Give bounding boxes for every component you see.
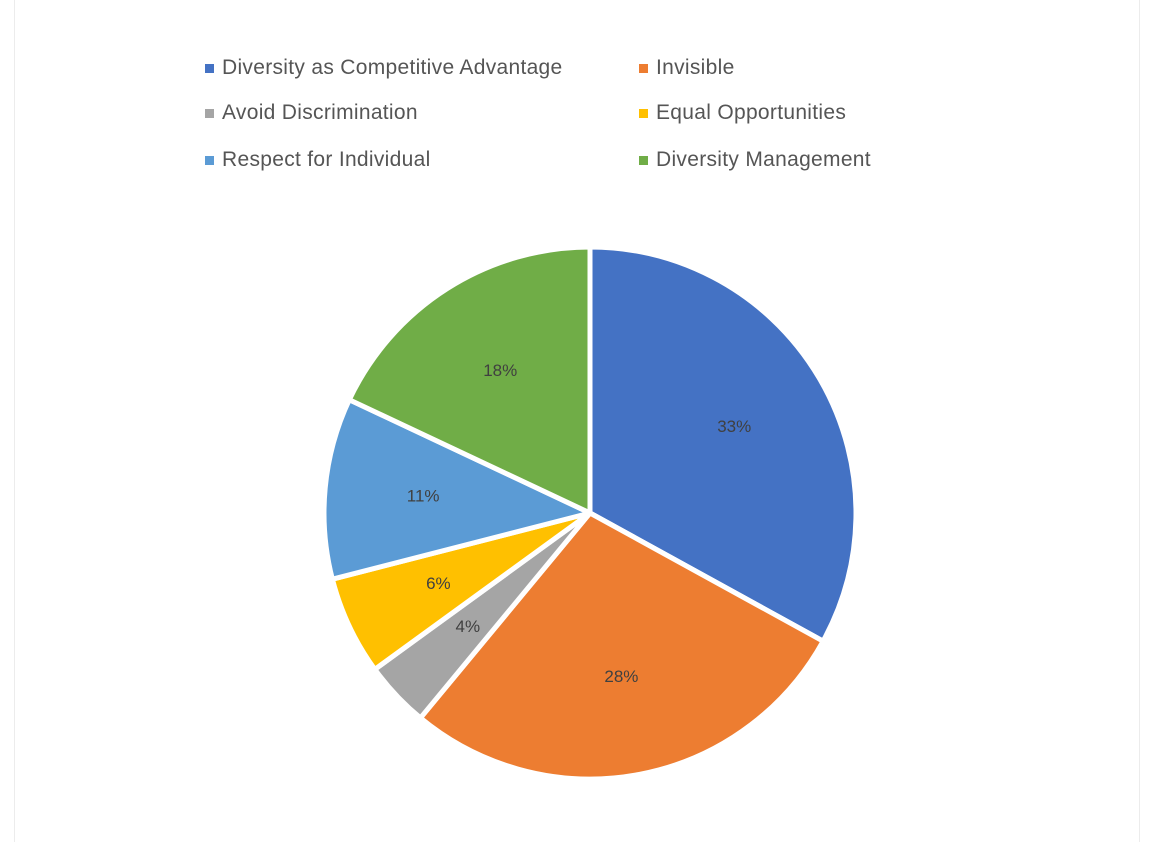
pie-slice-invisible — [417, 510, 826, 782]
legend-swatch-equal-opportunities — [639, 108, 648, 118]
legend-item-diversity-competitive-advantage: Diversity as Competitive Advantage — [205, 56, 563, 80]
pie-data-label-equal-opportunities: 6% — [426, 574, 451, 593]
pie-data-label-diversity-as-competitive-advantage: 33% — [717, 417, 751, 436]
legend-label-diversity-management: Diversity Management — [656, 148, 871, 171]
legend-item-equal-opportunities: Equal Opportunities — [639, 101, 846, 125]
pie-slice-respect-for-individual — [321, 397, 593, 582]
legend-label-respect-for-individual: Respect for Individual — [222, 148, 431, 171]
pie-slice-diversity-management — [346, 244, 593, 516]
legend-swatch-respect-for-individual — [205, 155, 214, 165]
pie-slice-diversity-as-competitive-advantage — [587, 244, 859, 644]
legend-item-diversity-management: Diversity Management — [639, 148, 871, 172]
legend-swatch-diversity-competitive-advantage — [205, 63, 214, 73]
chart-legend: Diversity as Competitive Advantage Invis… — [15, 0, 1139, 200]
pie-data-label-avoid-discrimination: 4% — [456, 617, 481, 636]
chart-area: Diversity as Competitive Advantage Invis… — [14, 0, 1140, 842]
legend-item-invisible: Invisible — [639, 56, 735, 80]
pie-data-label-invisible: 28% — [604, 667, 638, 686]
legend-label-avoid-discrimination: Avoid Discrimination — [222, 101, 418, 124]
legend-label-diversity-competitive-advantage: Diversity as Competitive Advantage — [222, 56, 563, 79]
pie-data-label-respect-for-individual: 11% — [407, 487, 440, 506]
legend-item-avoid-discrimination: Avoid Discrimination — [205, 101, 418, 125]
legend-swatch-avoid-discrimination — [205, 108, 214, 118]
legend-swatch-diversity-management — [639, 155, 648, 165]
legend-label-invisible: Invisible — [656, 56, 735, 79]
pie-data-label-diversity-management: 18% — [483, 361, 517, 380]
legend-swatch-invisible — [639, 63, 648, 73]
legend-label-equal-opportunities: Equal Opportunities — [656, 101, 847, 124]
pie-chart: 33% 28% 4% 6% 11% 18% — [321, 244, 859, 782]
legend-item-respect-for-individual: Respect for Individual — [205, 148, 431, 172]
